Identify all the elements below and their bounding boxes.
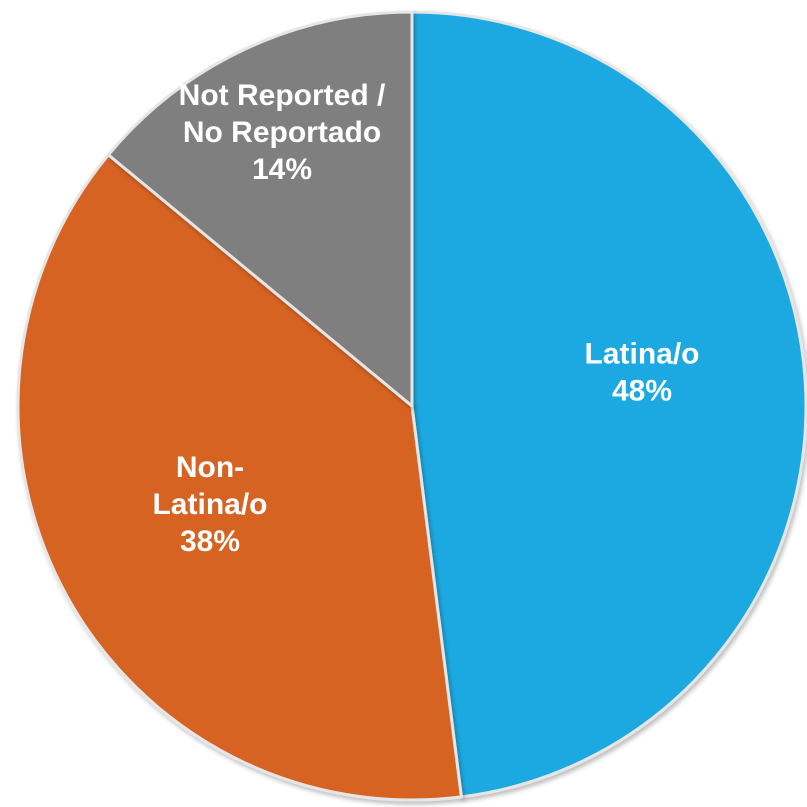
slice-label-line: Non- <box>176 451 244 484</box>
pie-labels: Latina/o 48% Non- Latina/o 38% Not Reported /… <box>152 79 699 558</box>
slice-label-line: No Reportado <box>183 116 381 149</box>
pie-slices <box>16 10 807 802</box>
slice-label-line: Latina/o <box>152 488 267 521</box>
slice-value-label: 14% <box>252 153 312 186</box>
pie-slice <box>16 153 463 802</box>
slice-label: Latina/o 48% <box>584 338 699 408</box>
slice-label: Not Reported / No Reportado 14% <box>179 79 386 186</box>
slice-value-label: 38% <box>180 525 240 558</box>
slice-label-line: Not Reported / <box>179 79 386 112</box>
pie-slice <box>410 10 807 799</box>
slice-label-line: Latina/o <box>584 338 699 371</box>
pie-slice <box>106 10 414 408</box>
slice-label: Non- Latina/o 38% <box>152 451 267 558</box>
slice-value-label: 48% <box>612 375 672 408</box>
